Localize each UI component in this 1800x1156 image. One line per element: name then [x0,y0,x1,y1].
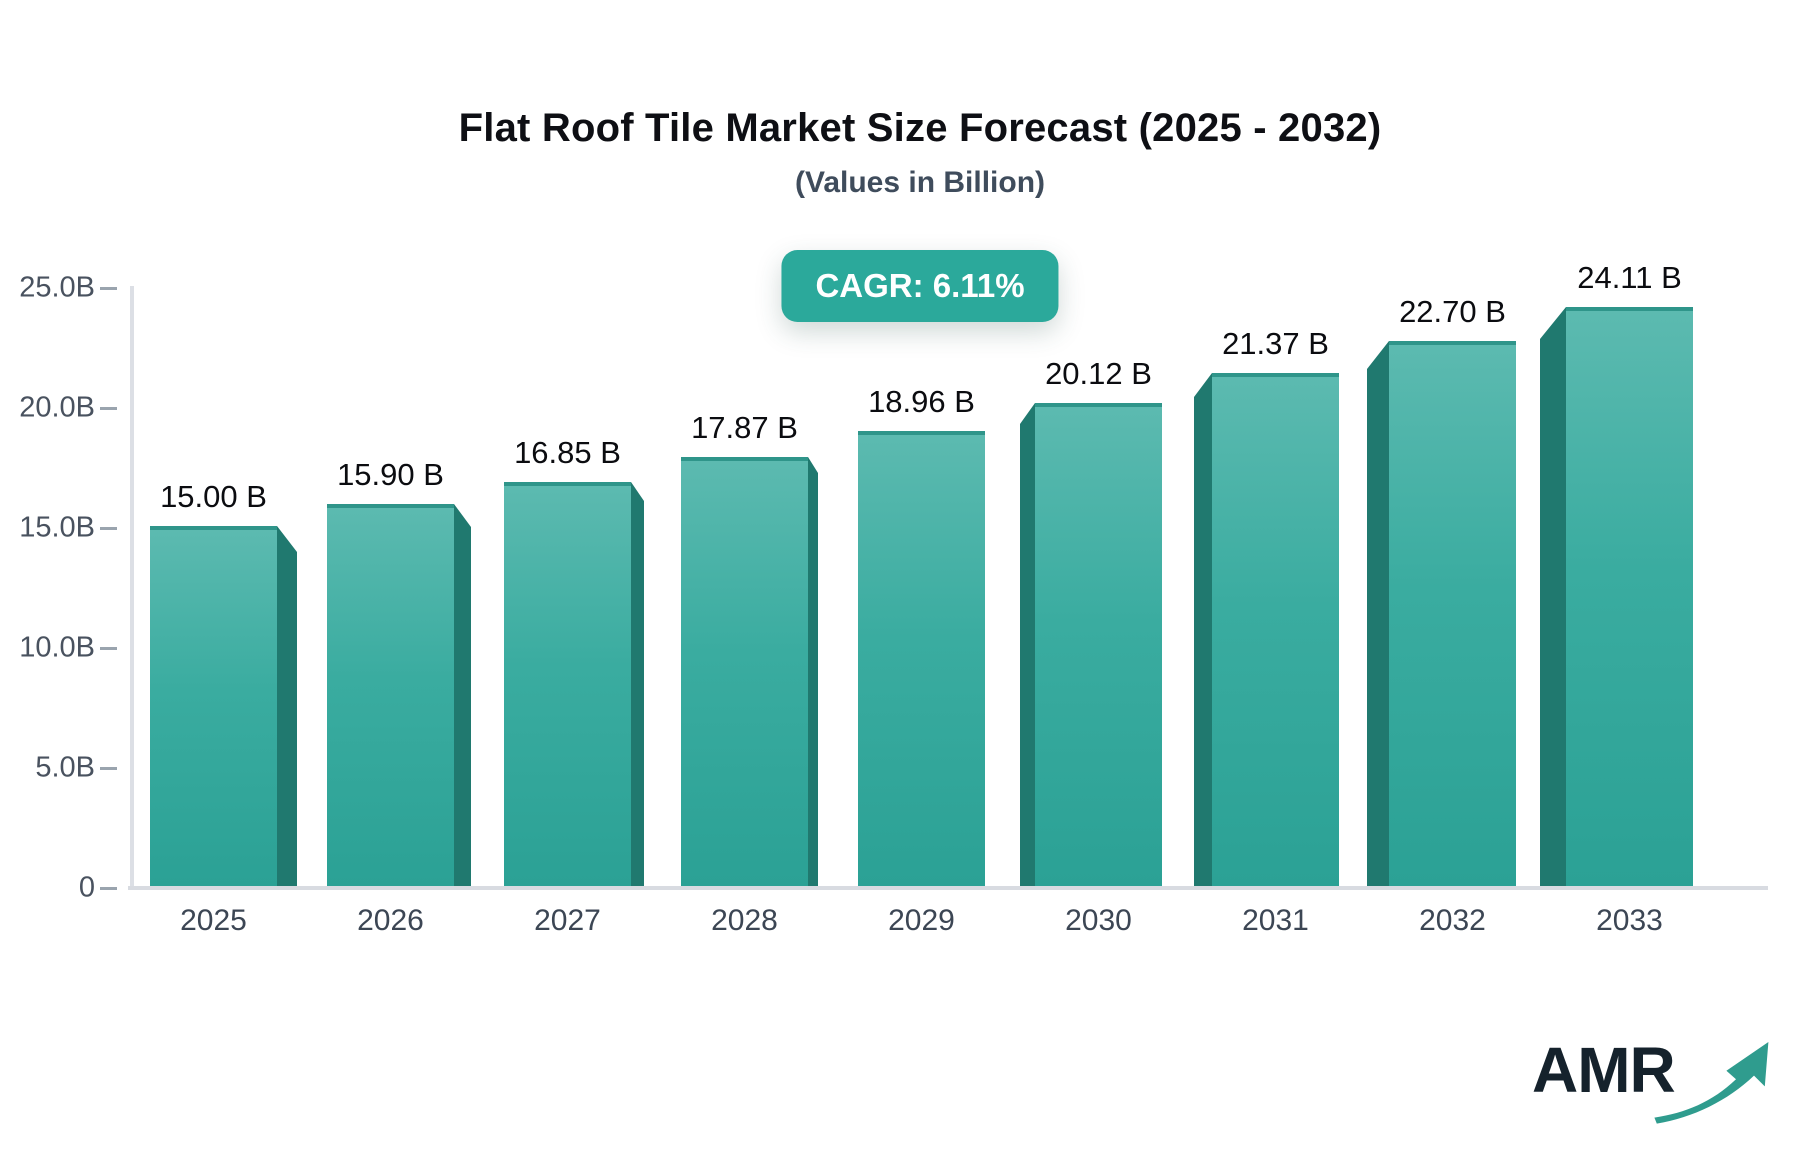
y-tick-label: 10.0B [19,631,95,664]
y-tick-mark [100,527,117,530]
bar-side-face [454,504,471,886]
x-tick-label: 2028 [711,904,778,937]
bar-group-2025: 15.00 B 2025 [150,479,297,937]
bar-group-2030: 20.12 B 2030 [1020,356,1162,937]
bar-group-2031: 21.37 B 2031 [1194,326,1339,937]
brand-logo-text: AMR [1532,1034,1676,1106]
bar-side-face [277,526,297,886]
bar-group-2032: 22.70 B 2032 [1367,294,1516,937]
bar-value-label: 22.70 B [1399,294,1506,329]
bar-group-2028: 17.87 B 2028 [681,410,818,937]
bar [1389,341,1516,886]
bar-side-face [1194,373,1212,886]
chart-title: Flat Roof Tile Market Size Forecast (202… [458,106,1382,150]
bar [858,431,985,886]
y-tick-label: 25.0B [19,271,95,304]
y-axis-line [130,286,134,888]
bar-side-face [1367,341,1389,886]
x-tick-label: 2031 [1242,904,1309,937]
x-tick-label: 2030 [1065,904,1132,937]
bar [150,526,277,886]
x-tick-label: 2033 [1596,904,1663,937]
bar [1566,307,1693,886]
bar [1212,373,1339,886]
bar-group-2033: 24.11 B 2033 [1540,260,1693,937]
bar-group-2027: 16.85 B 2027 [504,435,644,937]
bar-side-face [631,482,644,886]
chart-subtitle: (Values in Billion) [794,166,1046,199]
y-tick-label: 15.0B [19,511,95,544]
cagr-badge: CAGR: 6.11% [781,250,1059,322]
bar-value-label: 17.87 B [691,410,798,445]
x-tick-label: 2032 [1419,904,1486,937]
x-tick-label: 2027 [534,904,601,937]
y-tick-mark [100,767,117,770]
brand-logo: AMR [1532,1030,1772,1130]
bar-side-face [808,457,818,886]
x-tick-label: 2026 [357,904,424,937]
bar [1035,403,1162,886]
bar-group-2029: 18.96 B 2029 [858,384,985,937]
y-tick-mark [100,887,117,890]
x-tick-label: 2029 [888,904,955,937]
x-tick-label: 2025 [180,904,247,937]
bar-value-label: 16.85 B [514,435,621,470]
bar-value-label: 15.90 B [337,457,444,492]
growth-arrow-icon [1654,1042,1769,1124]
y-tick-label: 20.0B [19,391,95,424]
y-tick-label: 5.0B [35,751,95,784]
bar-value-label: 24.11 B [1577,260,1682,295]
bar-value-label: 20.12 B [1045,356,1152,391]
bar-value-label: 21.37 B [1222,326,1329,361]
bar [327,504,454,886]
y-tick-label: 0 [78,871,95,904]
x-axis-line [128,886,1768,890]
bar [681,457,808,886]
bar-group-2026: 15.90 B 2026 [327,457,471,937]
y-tick-mark [100,647,117,650]
bar [504,482,631,886]
y-tick-mark [100,407,117,410]
bar-side-face [1540,307,1566,886]
bar-value-label: 15.00 B [160,479,267,514]
y-tick-mark [100,287,117,290]
bar-side-face [1020,403,1035,886]
bar-value-label: 18.96 B [868,384,975,419]
